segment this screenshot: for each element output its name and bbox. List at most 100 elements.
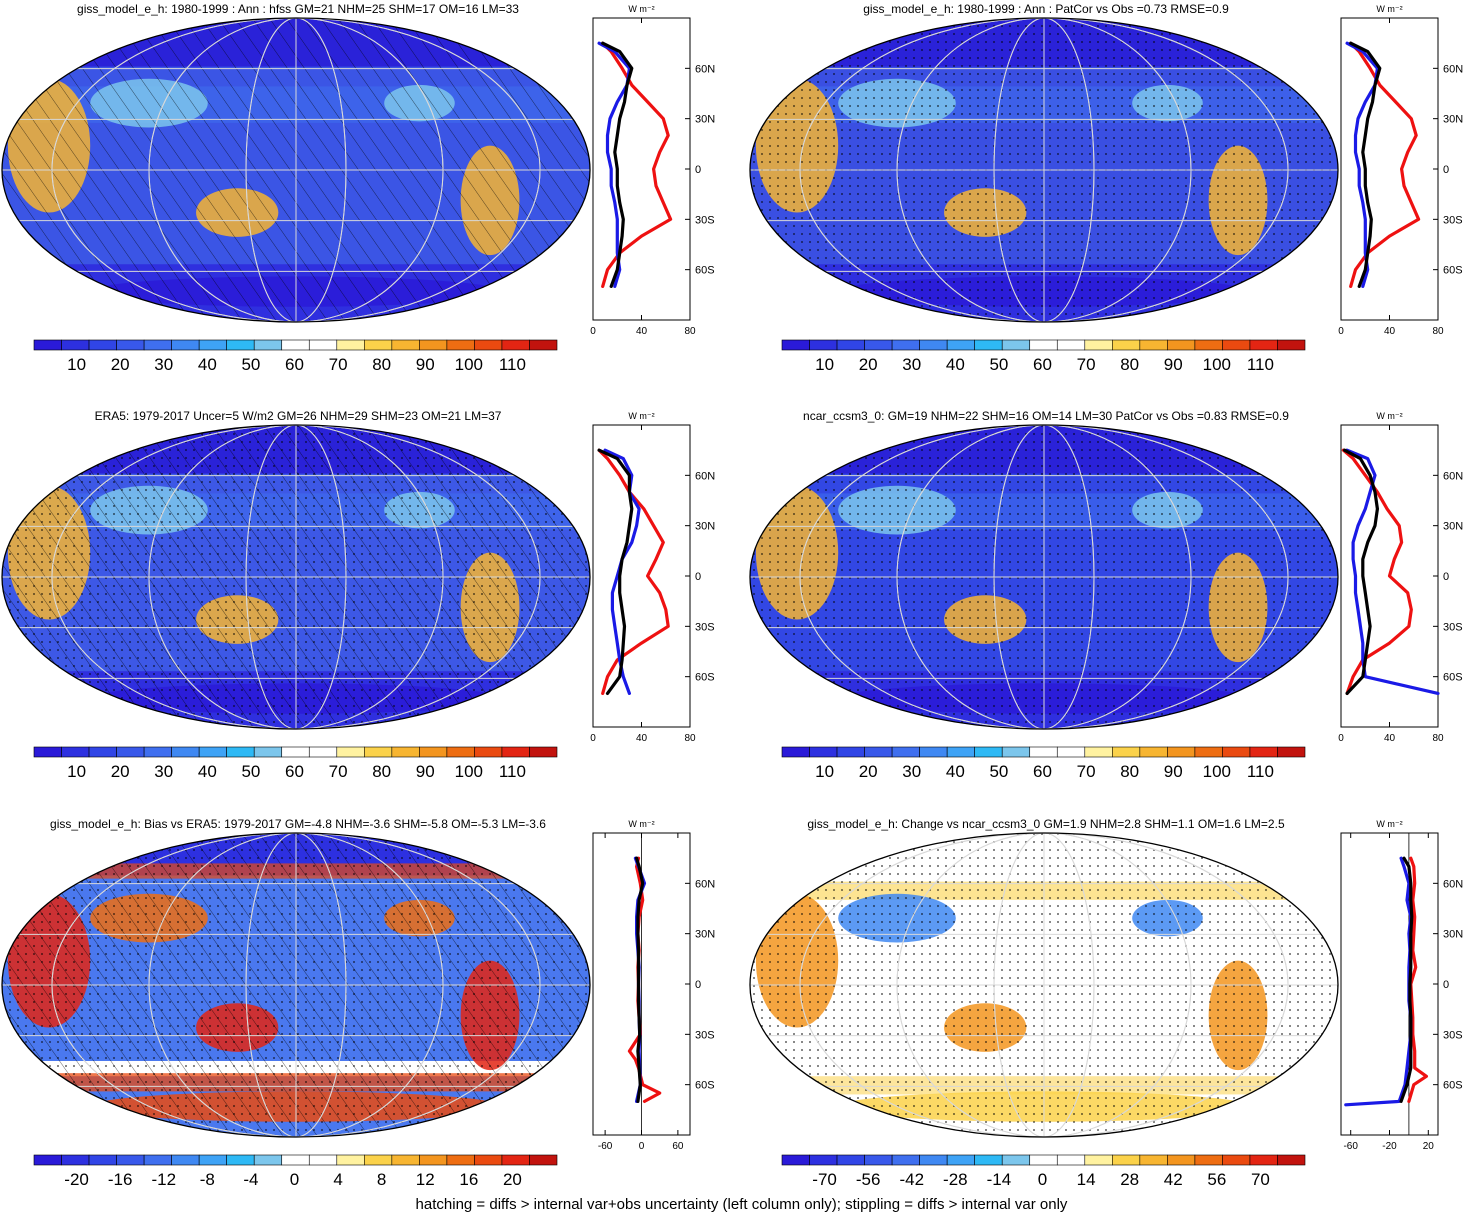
profile-y-tick-label: 0 bbox=[695, 571, 701, 583]
colorbar-swatch bbox=[336, 339, 365, 351]
panel-giss_model_e_h_patcor: giss_model_e_h: 1980-1999 : Ann : PatCor… bbox=[749, 2, 1463, 374]
colorbar-swatch bbox=[1194, 746, 1223, 758]
colorbar-tick-label: 100 bbox=[455, 762, 483, 781]
profile-x-tick-label: 80 bbox=[684, 326, 696, 337]
colorbar-swatch bbox=[253, 1154, 283, 1166]
colorbar-swatch bbox=[308, 746, 338, 758]
map-outline bbox=[749, 832, 1339, 1138]
colorbar-swatch bbox=[1056, 1154, 1086, 1166]
colorbar-tick-label: 0 bbox=[1038, 1170, 1047, 1189]
map-field bbox=[750, 425, 1338, 729]
meridian-line bbox=[896, 425, 1192, 729]
profile-y-tick-label: 0 bbox=[695, 979, 701, 991]
colorbar-swatch bbox=[391, 1154, 420, 1166]
colorbar-tick-label: 110 bbox=[499, 762, 526, 781]
colorbar-tick-label: 16 bbox=[459, 1170, 478, 1189]
panel-title: giss_model_e_h: 1980-1999 : Ann : PatCor… bbox=[863, 2, 1229, 16]
colorbar-tick-label: 80 bbox=[372, 762, 391, 781]
colorbar-tick-label: 60 bbox=[1033, 355, 1052, 374]
colorbar-swatch bbox=[253, 339, 283, 351]
profile-y-tick-label: 60N bbox=[1443, 878, 1463, 890]
colorbar-swatch bbox=[1001, 1154, 1031, 1166]
panel-ERA5: ERA5: 1979-2017 Uncer=5 W/m2 GM=26 NHM=2… bbox=[1, 409, 715, 781]
colorbar-swatch bbox=[33, 1154, 62, 1166]
colorbar-swatch bbox=[501, 746, 530, 758]
meridian-line bbox=[51, 425, 541, 729]
profile-y-tick-label: 60S bbox=[695, 672, 715, 684]
colorbar-swatch bbox=[226, 339, 255, 351]
red-series-line bbox=[597, 448, 670, 696]
colorbar-swatch bbox=[781, 1154, 810, 1166]
profile-y-tick-label: 60S bbox=[1443, 1080, 1463, 1092]
profile-y-tick-label: 0 bbox=[1443, 979, 1449, 991]
colorbar-swatch bbox=[891, 746, 920, 758]
colorbar-tick-label: 90 bbox=[416, 762, 435, 781]
colorbar-swatch bbox=[33, 339, 62, 351]
colorbar-swatch bbox=[1084, 1154, 1113, 1166]
profile-x-tick-label: 0 bbox=[590, 326, 596, 337]
profile-y-tick-label: 30S bbox=[695, 1029, 715, 1041]
colorbar-swatch bbox=[1139, 339, 1168, 351]
colorbar-swatch bbox=[1084, 339, 1113, 351]
colorbar-tick-label: 70 bbox=[1077, 355, 1096, 374]
colorbar-swatch bbox=[1001, 339, 1031, 351]
meridian-line bbox=[148, 18, 444, 322]
map-outline bbox=[1, 424, 591, 730]
profile-x-tick-label: 80 bbox=[684, 733, 696, 744]
meridian-line bbox=[993, 425, 1095, 729]
profile-y-tick-label: 30N bbox=[695, 114, 715, 126]
colorbar-swatch bbox=[474, 339, 503, 351]
profile-y-tick-label: 60S bbox=[1443, 265, 1463, 277]
colorbar-swatch bbox=[1222, 746, 1251, 758]
profile-y-tick-label: 0 bbox=[695, 164, 701, 176]
colorbar-swatch bbox=[864, 339, 893, 351]
colorbar-tick-label: 30 bbox=[154, 762, 173, 781]
profile-x-tick-label: 40 bbox=[1384, 733, 1396, 744]
colorbar-swatch bbox=[391, 746, 420, 758]
colorbar-tick-label: 40 bbox=[198, 355, 217, 374]
colorbar-tick-label: 4 bbox=[333, 1170, 342, 1189]
colorbar-tick-label: 80 bbox=[1120, 355, 1139, 374]
colorbar-swatch bbox=[88, 746, 117, 758]
profile-x-tick-label: 0 bbox=[639, 1141, 645, 1152]
profile-y-tick-label: 60S bbox=[695, 265, 715, 277]
colorbar-swatch bbox=[781, 746, 810, 758]
colorbar-swatch bbox=[364, 746, 393, 758]
colorbar-swatch bbox=[88, 339, 117, 351]
colorbar-tick-label: 20 bbox=[503, 1170, 522, 1189]
colorbar-swatch bbox=[1249, 1154, 1278, 1166]
colorbar-swatch bbox=[336, 746, 365, 758]
colorbar-tick-label: -20 bbox=[64, 1170, 89, 1189]
profile-y-tick-label: 30S bbox=[695, 621, 715, 633]
meridian-line bbox=[51, 833, 541, 1137]
colorbar-tick-label: -42 bbox=[899, 1170, 924, 1189]
profile-unit-label: W m⁻² bbox=[1376, 4, 1402, 14]
colorbar-swatch bbox=[1167, 1154, 1196, 1166]
colorbar-swatch bbox=[116, 746, 145, 758]
profile-y-tick-label: 30N bbox=[695, 929, 715, 941]
colorbar-tick-label: -12 bbox=[151, 1170, 176, 1189]
profile-y-tick-label: 0 bbox=[1443, 571, 1449, 583]
panel-giss_model_e_h: giss_model_e_h: 1980-1999 : Ann : hfss G… bbox=[1, 2, 715, 374]
colorbar-swatch bbox=[1029, 746, 1058, 758]
colorbar-swatch bbox=[864, 746, 893, 758]
meridian-line bbox=[993, 833, 1095, 1137]
map-outline bbox=[749, 424, 1339, 730]
colorbar-swatch bbox=[919, 746, 948, 758]
colorbar-swatch bbox=[809, 746, 838, 758]
colorbar-tick-label: 100 bbox=[1203, 355, 1231, 374]
colorbar-tick-label: 0 bbox=[290, 1170, 299, 1189]
colorbar-tick-label: 28 bbox=[1120, 1170, 1139, 1189]
black-series-line bbox=[1399, 856, 1414, 1104]
colorbar-tick-label: 70 bbox=[1077, 762, 1096, 781]
colorbar-swatch bbox=[529, 1154, 558, 1166]
colorbar-tick-label: -8 bbox=[200, 1170, 215, 1189]
colorbar-tick-label: 30 bbox=[902, 762, 921, 781]
colorbar-swatch bbox=[61, 1154, 90, 1166]
colorbar-swatch bbox=[171, 746, 200, 758]
panel-title: ncar_ccsm3_0: GM=19 NHM=22 SHM=16 OM=14 … bbox=[803, 409, 1289, 423]
colorbar-swatch bbox=[529, 339, 558, 351]
colorbar-swatch bbox=[33, 746, 62, 758]
meridian-line bbox=[51, 18, 541, 322]
colorbar-swatch bbox=[1084, 746, 1113, 758]
